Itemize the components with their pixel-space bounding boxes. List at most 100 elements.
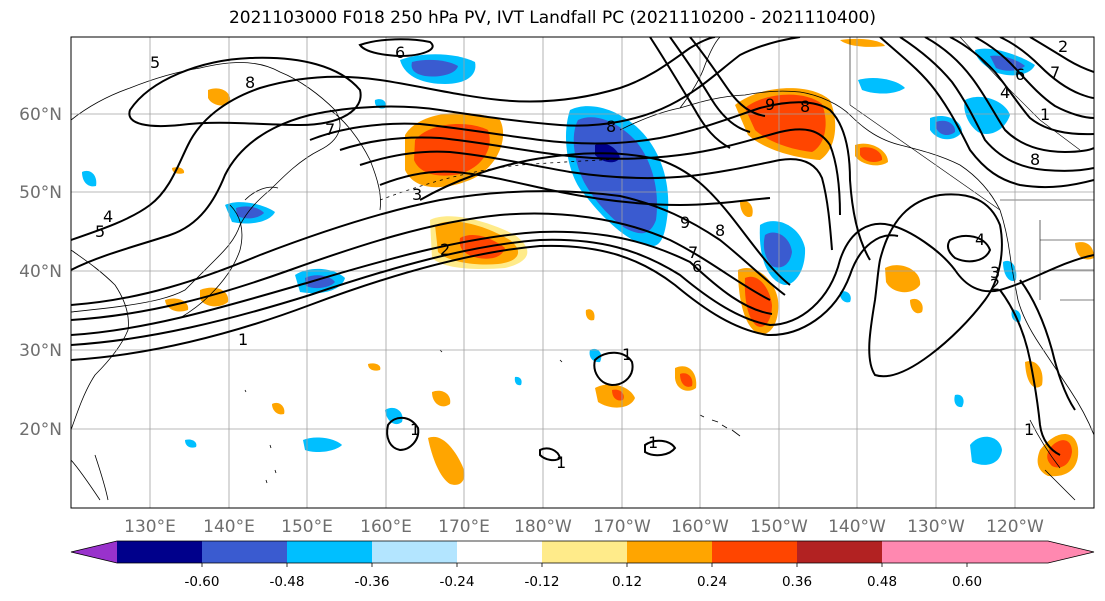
pv-contour-line — [419, 152, 791, 286]
pv-contour-loop — [644, 439, 677, 457]
positive-anomaly-patch — [208, 88, 231, 106]
negative-anomaly-patch — [411, 59, 458, 77]
negative-anomaly-patch — [964, 96, 1010, 135]
pv-contour-line — [899, 37, 1094, 172]
colorbar-tick-label: 0.12 — [612, 574, 642, 590]
colorbar-tick-label: -0.60 — [185, 574, 220, 590]
colorbar-outline — [70, 540, 1095, 564]
colorbar-tick-label: -0.24 — [440, 574, 475, 590]
contour-label: 1 — [238, 330, 248, 349]
negative-anomaly-patch — [954, 394, 964, 408]
lon-label: 160°E — [360, 517, 412, 537]
colorbar: -0.60 -0.48 -0.36 -0.24 -0.12 0.12 0.24 … — [70, 540, 1095, 590]
positive-anomaly-patch — [432, 390, 451, 407]
contour-label: 5 — [95, 222, 105, 241]
pv-contour-loop — [386, 416, 420, 452]
colorbar-tick-label: 0.48 — [867, 574, 897, 590]
colorbar-segment — [627, 541, 712, 563]
negative-anomaly-patch — [305, 275, 335, 289]
colorbar-tick-label: 0.24 — [697, 574, 727, 590]
colorbar-tick-label: 0.60 — [952, 574, 982, 590]
lat-label: 50°N — [19, 183, 62, 203]
pv-contour-line — [879, 37, 1094, 189]
pv-contour-line — [999, 37, 1094, 99]
contour-label: 2 — [990, 275, 1000, 294]
pv-contour-loop — [946, 234, 992, 263]
pv-contour-line — [689, 37, 766, 117]
pv-contour-line — [949, 37, 1094, 136]
negative-anomaly-patch — [990, 55, 1025, 71]
contour-label: 6 — [692, 257, 702, 276]
contour-label: 4 — [975, 230, 985, 249]
colorbar-segment — [372, 541, 457, 563]
contour-label: 1 — [622, 345, 632, 364]
pv-contour-line — [1029, 37, 1094, 73]
pv-contour-loop — [128, 56, 362, 128]
pv-contour-line — [71, 190, 786, 306]
positive-anomaly-patch — [840, 38, 885, 47]
pv-contour-line — [974, 37, 1094, 119]
pv-contour-line — [71, 234, 899, 361]
lat-label: 20°N — [19, 420, 62, 440]
lon-label: 130°W — [907, 517, 965, 537]
contour-label: 7 — [688, 243, 698, 262]
lat-label: 40°N — [19, 262, 62, 282]
negative-anomaly-patch — [82, 170, 97, 187]
negative-anomaly-patch — [385, 407, 403, 425]
pv-contour-loop — [868, 193, 1003, 378]
positive-anomaly-patch — [1025, 361, 1043, 388]
lon-label: 120°W — [986, 517, 1044, 537]
lon-label: 170°W — [593, 517, 651, 537]
pv-contour-line — [339, 128, 841, 216]
pv-contour-line — [71, 230, 773, 336]
pv-contour-line — [359, 150, 833, 251]
lon-label: 170°E — [438, 517, 490, 537]
pv-contour-loop — [539, 447, 562, 462]
positive-anomaly-patch — [680, 373, 693, 387]
graticule — [71, 37, 1094, 508]
contour-label: 8 — [715, 221, 725, 240]
negative-anomaly-patch — [185, 439, 197, 448]
contour-label: 1 — [556, 453, 566, 472]
lat-label: 60°N — [19, 105, 62, 125]
pv-contour-line — [379, 170, 771, 207]
colorbar-tick-label: -0.48 — [270, 574, 305, 590]
pv-contour-line — [1019, 279, 1076, 411]
negative-anomaly-patch — [303, 437, 342, 453]
lon-label: 160°W — [671, 517, 729, 537]
positive-anomaly-patch — [910, 298, 923, 314]
contour-label: 4 — [103, 207, 113, 226]
colorbar-segment — [287, 541, 372, 563]
contour-label: 7 — [325, 120, 335, 139]
negative-anomaly-patch — [839, 291, 851, 303]
contour-label: 2 — [1058, 37, 1068, 56]
contour-label: 6 — [1015, 65, 1025, 84]
contour-label: 2 — [440, 240, 450, 259]
negative-anomaly-patch — [936, 120, 956, 136]
negative-anomaly-patch — [970, 436, 1002, 465]
contour-label: 1 — [648, 433, 658, 452]
contour-labels: 6 8 5 7 4 5 3 2 1 8 9 8 7 6 4 3 2 1 1 1 … — [95, 37, 1068, 472]
lon-label: 180°W — [514, 517, 572, 537]
colorbar-segment — [457, 541, 542, 563]
pv-contour-line — [71, 212, 771, 321]
contour-label: 8 — [1030, 150, 1040, 169]
contour-label: 7 — [1050, 63, 1060, 82]
negative-anomaly-patch — [514, 376, 522, 386]
colorbar-min-extension — [71, 541, 117, 563]
pv-contour-loop — [593, 351, 634, 387]
figure-title: 2021103000 F018 250 hPa PV, IVT Landfall… — [228, 8, 876, 28]
pv-contour-line — [71, 222, 1094, 346]
positive-anomaly-patch — [885, 265, 921, 293]
negative-anomaly-patch — [589, 348, 602, 363]
contour-label: 8 — [606, 117, 616, 136]
lon-label: 150°E — [281, 517, 333, 537]
contour-label: 4 — [1000, 83, 1010, 102]
colorbar-tick-label: -0.12 — [525, 574, 560, 590]
colorbar-tick-label: 0.36 — [782, 574, 812, 590]
map-frame — [70, 36, 1095, 509]
pv-contour-line — [669, 37, 751, 133]
negative-anomaly-patch — [763, 232, 792, 268]
positive-anomaly-patch — [745, 94, 826, 152]
